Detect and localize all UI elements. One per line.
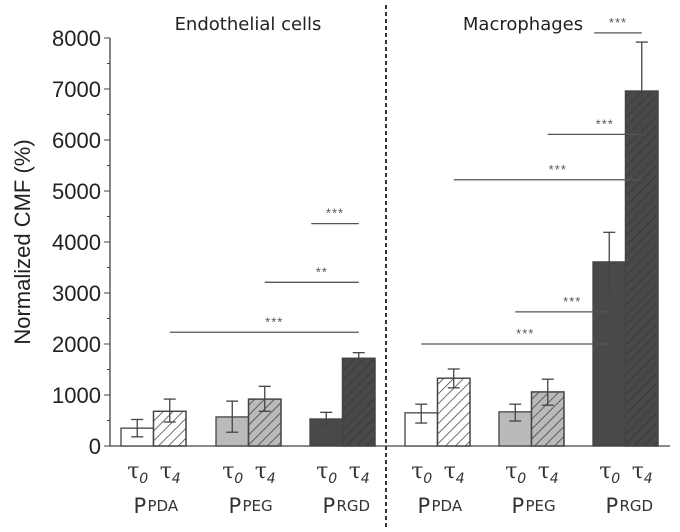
x-tick-subscript: 4 (361, 471, 370, 487)
bar-hatch (341, 357, 376, 447)
x-tick-label: τ (599, 459, 611, 484)
x-tick-subscript: 4 (267, 471, 276, 487)
y-tick-label: 8000 (52, 26, 101, 51)
x-tick-label: τ (255, 459, 267, 484)
bar-hatch (624, 90, 659, 447)
panel-title: Endothelial cells (175, 14, 322, 35)
group-label: PEG (526, 497, 556, 515)
x-tick-label: τ (160, 459, 172, 484)
group-label-prefix: P (512, 494, 525, 518)
x-tick-subscript: 0 (517, 471, 526, 487)
panel-title: Macrophages (463, 14, 583, 35)
y-tick-label: 4000 (52, 230, 101, 255)
group-label-prefix: P (606, 494, 619, 518)
y-tick-label: 6000 (52, 128, 101, 153)
significance-label: *** (516, 326, 534, 341)
significance-label: *** (563, 294, 581, 309)
significance-label: *** (609, 15, 627, 30)
x-tick-subscript: 4 (172, 471, 181, 487)
group-label-prefix: P (134, 494, 147, 518)
group-label: PDA (432, 497, 463, 515)
significance-label: *** (265, 314, 283, 329)
y-tick-label: 2000 (52, 332, 101, 357)
x-tick-subscript: 0 (611, 471, 620, 487)
group-label-prefix: P (229, 494, 242, 518)
significance-label: ** (316, 264, 328, 279)
group-label: RGD (337, 497, 371, 515)
y-axis-label: Normalized CMF (%) (10, 139, 35, 344)
group-label: RGD (620, 497, 654, 515)
x-tick-subscript: 0 (234, 471, 243, 487)
significance-label: *** (326, 206, 344, 221)
y-tick-label: 5000 (52, 179, 101, 204)
significance-label: *** (596, 116, 614, 131)
x-tick-label: τ (349, 459, 361, 484)
y-tick-label: 1000 (52, 383, 101, 408)
x-tick-label: τ (127, 459, 139, 484)
x-tick-label: τ (444, 459, 456, 484)
group-label-prefix: P (323, 494, 336, 518)
group-label: PDA (148, 497, 179, 515)
significance-label: *** (549, 162, 567, 177)
x-tick-label: τ (505, 459, 517, 484)
x-tick-subscript: 0 (139, 471, 148, 487)
group-label: PEG (243, 497, 273, 515)
y-tick-label: 0 (89, 434, 101, 459)
x-tick-label: τ (632, 459, 644, 484)
x-tick-label: τ (411, 459, 423, 484)
x-tick-subscript: 0 (423, 471, 432, 487)
x-tick-subscript: 4 (550, 471, 559, 487)
x-tick-label: τ (538, 459, 550, 484)
x-tick-subscript: 0 (328, 471, 337, 487)
y-tick-label: 3000 (52, 281, 101, 306)
x-tick-subscript: 4 (644, 471, 653, 487)
x-tick-subscript: 4 (456, 471, 465, 487)
group-label-prefix: P (418, 494, 431, 518)
y-tick-label: 7000 (52, 77, 101, 102)
x-tick-label: τ (222, 459, 234, 484)
x-tick-label: τ (316, 459, 328, 484)
